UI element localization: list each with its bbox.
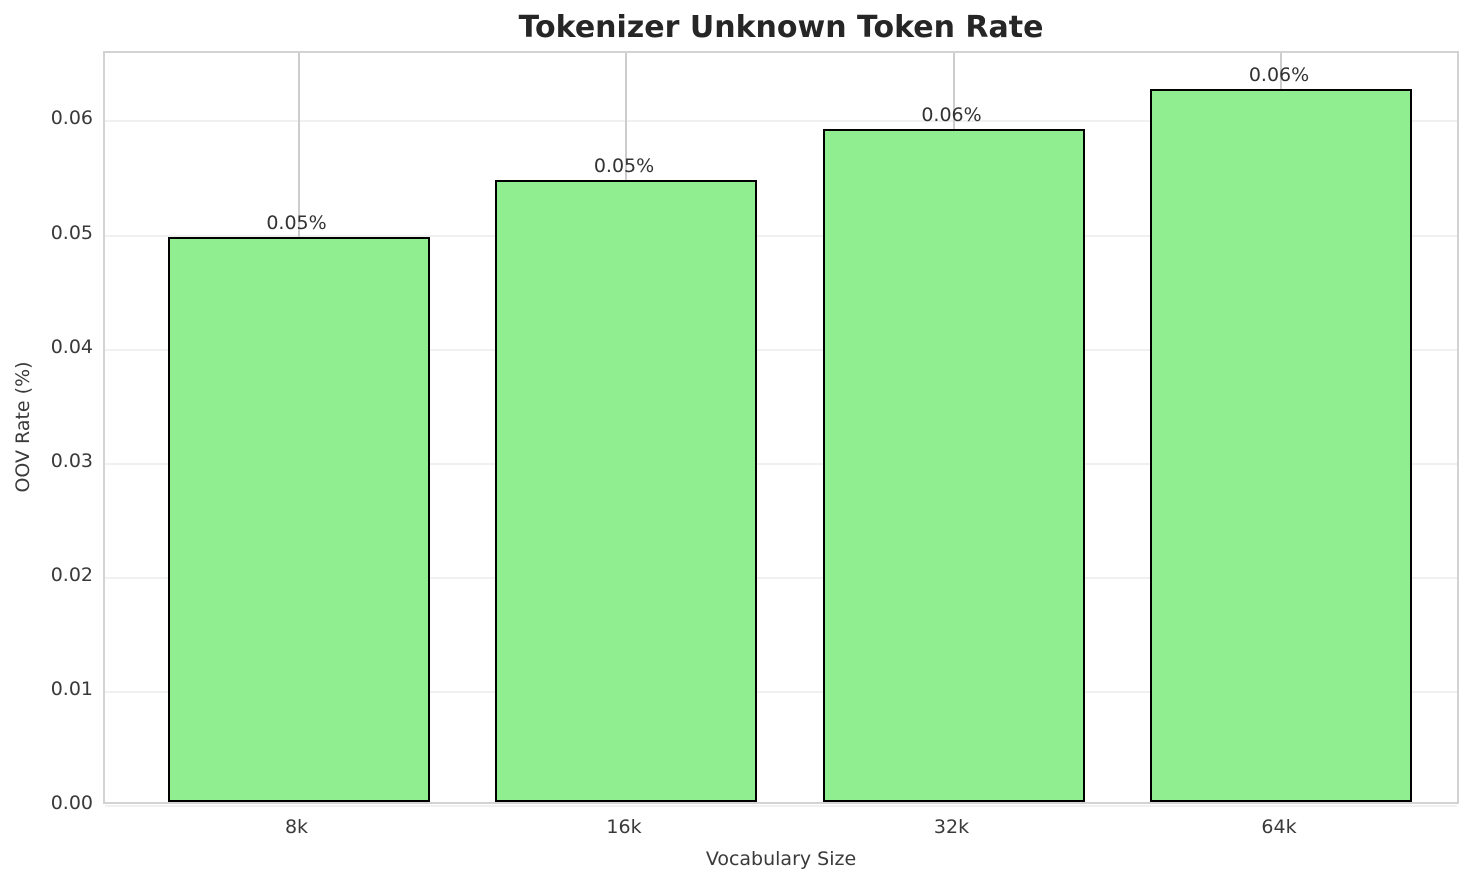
y-gridline-0.03 (105, 462, 1457, 465)
y-gridline-0.01 (105, 690, 1457, 693)
y-tick-label-0.03: 0.03 (50, 449, 93, 472)
x-tick-label-64k: 64k (1261, 816, 1297, 838)
y-tick-label-0.02: 0.02 (50, 563, 93, 586)
y-tick-label-0.01: 0.01 (50, 677, 93, 700)
y-gridline-0.06 (105, 120, 1457, 123)
y-tick-label-0.04: 0.04 (50, 335, 93, 358)
bar-64k (1150, 88, 1412, 802)
y-gridline-0.00 (105, 805, 1457, 807)
x-tick-label-16k: 16k (606, 816, 642, 838)
y-tick-label-0.06: 0.06 (50, 107, 93, 130)
x-tick-label-32k: 32k (933, 816, 970, 838)
chart-title: Tokenizer Unknown Token Rate (518, 10, 1044, 45)
y-gridline-0.05 (105, 234, 1457, 237)
bar-value-label-16k: 0.05% (593, 155, 655, 178)
x-tick-label-8k: 8k (284, 816, 309, 838)
bar-value-label-64k: 0.06% (1248, 63, 1310, 86)
bar-32k (822, 128, 1085, 802)
x-axis-title: Vocabulary Size (705, 848, 857, 870)
bar-8k (167, 237, 430, 802)
plot-area (103, 51, 1459, 807)
y-tick-label-0.05: 0.05 (50, 221, 93, 244)
y-gridline-0.04 (105, 348, 1457, 351)
y-axis-title: OOV Rate (%) (12, 361, 34, 493)
y-gridline-0.02 (105, 576, 1457, 579)
bar-16k (495, 180, 757, 802)
y-tick-label-0.00: 0.00 (50, 792, 93, 814)
bar-value-label-8k: 0.05% (266, 212, 327, 235)
bar-value-label-32k: 0.06% (921, 103, 982, 126)
